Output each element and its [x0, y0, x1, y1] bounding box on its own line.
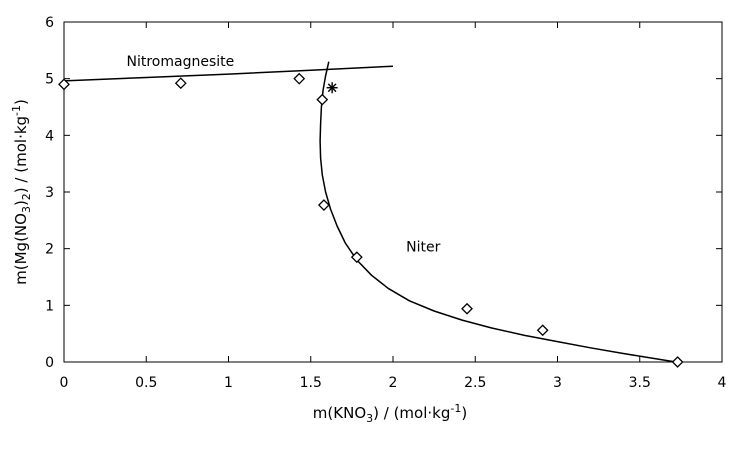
diamond-point: [350, 251, 363, 264]
tick-labels: 0 0.5 1 1.5 2 2.5 3 3.5 4 0 1 2 3 4 5 6: [45, 15, 726, 391]
niter-curve: [319, 61, 677, 363]
y-tick-label: 2: [45, 242, 54, 258]
x-axis-label: m(KNO3) / (mol·kg-1): [313, 402, 467, 425]
diamond-point: [316, 93, 329, 106]
y-axis-label: m(Mg(NO3)2) / (mol·kg-1): [10, 99, 33, 285]
y-tick-label: 6: [45, 15, 54, 31]
diamond-point: [671, 356, 684, 368]
y-tick-label: 5: [45, 72, 54, 88]
diamond-point: [293, 72, 306, 85]
curves: [63, 61, 677, 363]
diamond-point: [174, 77, 187, 90]
plot-frame: [63, 21, 723, 363]
x-tick-label: 0.5: [135, 375, 157, 391]
diamond-point: [461, 302, 473, 315]
x-tick-label: 4: [718, 375, 727, 391]
diamond-point: [536, 324, 549, 337]
axis-ticks: [63, 21, 723, 363]
annotation-nitromagnesite: Nitromagnesite: [127, 54, 235, 70]
x-tick-label: 1: [224, 375, 233, 391]
x-tick-label: 2: [389, 375, 398, 391]
diamond-point: [58, 78, 70, 91]
x-tick-label: 3: [553, 375, 562, 391]
asterisk-point: [326, 82, 338, 94]
y-tick-label: 0: [45, 355, 54, 371]
x-tick-label: 3.5: [629, 375, 651, 391]
x-tick-label: 0: [60, 375, 69, 391]
data-markers: [58, 72, 684, 368]
annotation-niter: Niter: [406, 240, 440, 256]
diamond-point: [317, 199, 330, 211]
nitromagnesite-curve: [63, 65, 394, 82]
annotations: Nitromagnesite Niter: [127, 54, 441, 255]
y-tick-label: 3: [45, 185, 54, 201]
x-tick-label: 1.5: [300, 375, 322, 391]
x-tick-label: 2.5: [464, 375, 486, 391]
y-tick-label: 4: [45, 128, 54, 144]
y-tick-label: 1: [45, 298, 54, 314]
